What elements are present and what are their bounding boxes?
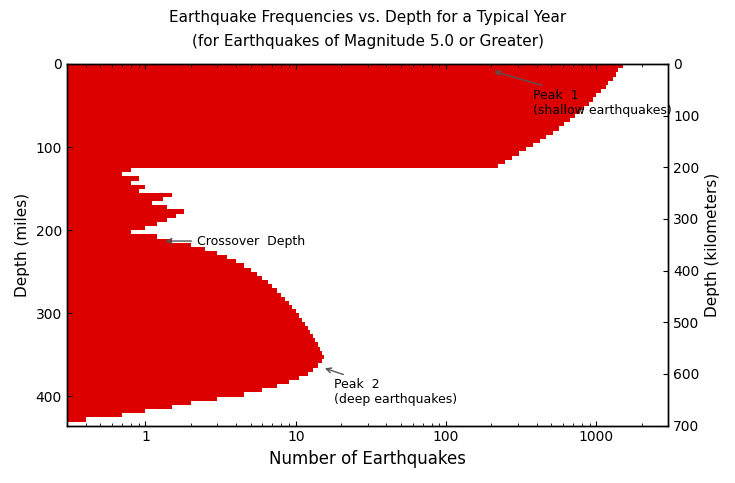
Bar — [0, 156, 512, 160]
Bar — [0, 159, 506, 164]
Bar — [0, 351, 322, 355]
Bar — [0, 135, 546, 139]
Bar — [0, 176, 138, 181]
Bar — [0, 326, 308, 330]
Bar — [0, 101, 589, 106]
Bar — [0, 376, 299, 380]
Bar — [0, 384, 277, 388]
Bar — [0, 288, 277, 293]
Bar — [0, 268, 251, 272]
Bar — [0, 359, 322, 363]
Bar — [0, 180, 131, 185]
Bar — [0, 189, 138, 193]
Bar — [0, 139, 539, 143]
Bar — [0, 205, 168, 210]
Bar — [0, 305, 293, 310]
Bar — [0, 397, 217, 401]
Bar — [0, 405, 172, 409]
Bar — [0, 226, 146, 230]
Bar — [0, 218, 168, 222]
Bar — [0, 259, 236, 264]
Bar — [0, 355, 324, 359]
Bar — [0, 172, 122, 176]
Bar — [0, 276, 262, 280]
Bar — [0, 193, 172, 197]
Bar — [0, 85, 606, 89]
Bar — [0, 210, 184, 214]
Y-axis label: Depth (miles): Depth (miles) — [15, 193, 30, 297]
Bar — [0, 347, 320, 351]
Bar — [0, 151, 519, 156]
Text: Earthquake Frequencies vs. Depth for a Typical Year: Earthquake Frequencies vs. Depth for a T… — [169, 10, 566, 25]
Bar — [0, 118, 570, 122]
X-axis label: Number of Earthquakes: Number of Earthquakes — [269, 450, 466, 468]
Bar — [0, 388, 262, 393]
Bar — [0, 417, 85, 422]
Bar — [0, 272, 257, 276]
Bar — [0, 413, 122, 417]
Bar — [0, 293, 282, 297]
Bar — [0, 264, 243, 268]
Bar — [0, 422, 40, 426]
Text: Crossover  Depth: Crossover Depth — [167, 235, 305, 247]
Bar — [0, 280, 268, 284]
Y-axis label: Depth (kilometers): Depth (kilometers) — [705, 172, 720, 317]
Bar — [0, 334, 313, 339]
Bar — [0, 330, 310, 334]
Bar — [0, 122, 564, 127]
Bar — [0, 230, 131, 235]
Bar — [0, 93, 597, 98]
Bar — [0, 147, 526, 152]
Bar — [0, 247, 205, 251]
Bar — [0, 64, 623, 68]
Bar — [0, 400, 190, 405]
Text: Peak  2
(deep earthquakes): Peak 2 (deep earthquakes) — [326, 368, 457, 406]
Bar — [0, 234, 157, 239]
Bar — [0, 342, 318, 347]
Bar — [0, 130, 553, 135]
Bar — [0, 363, 318, 368]
Bar — [0, 313, 299, 318]
Bar — [0, 222, 157, 226]
Text: (for Earthquakes of Magnitude 5.0 or Greater): (for Earthquakes of Magnitude 5.0 or Gre… — [192, 34, 543, 49]
Bar — [0, 242, 190, 247]
Bar — [0, 89, 601, 93]
Bar — [0, 114, 575, 118]
Bar — [0, 371, 308, 376]
Bar — [0, 409, 146, 413]
Bar — [0, 81, 609, 85]
Bar — [0, 380, 289, 384]
Bar — [0, 201, 151, 205]
Bar — [0, 127, 559, 130]
Bar — [0, 338, 315, 342]
Bar — [0, 239, 172, 243]
Bar — [0, 105, 584, 110]
Text: Peak  1
(shallow earthquakes): Peak 1 (shallow earthquakes) — [495, 71, 672, 117]
Bar — [0, 197, 162, 201]
Bar — [0, 76, 612, 81]
Bar — [0, 368, 313, 372]
Bar — [0, 168, 131, 172]
Bar — [0, 72, 616, 77]
Bar — [0, 143, 534, 147]
Bar — [0, 301, 289, 305]
Bar — [0, 164, 498, 168]
Bar — [0, 110, 580, 114]
Bar — [0, 322, 305, 326]
Bar — [0, 213, 176, 218]
Bar — [0, 317, 302, 322]
Bar — [0, 284, 273, 288]
Bar — [0, 97, 593, 101]
Bar — [0, 309, 295, 313]
Bar — [0, 251, 217, 256]
Bar — [0, 68, 618, 72]
Bar — [0, 297, 285, 301]
Bar — [0, 255, 227, 259]
Bar — [0, 185, 146, 189]
Bar — [0, 392, 243, 397]
